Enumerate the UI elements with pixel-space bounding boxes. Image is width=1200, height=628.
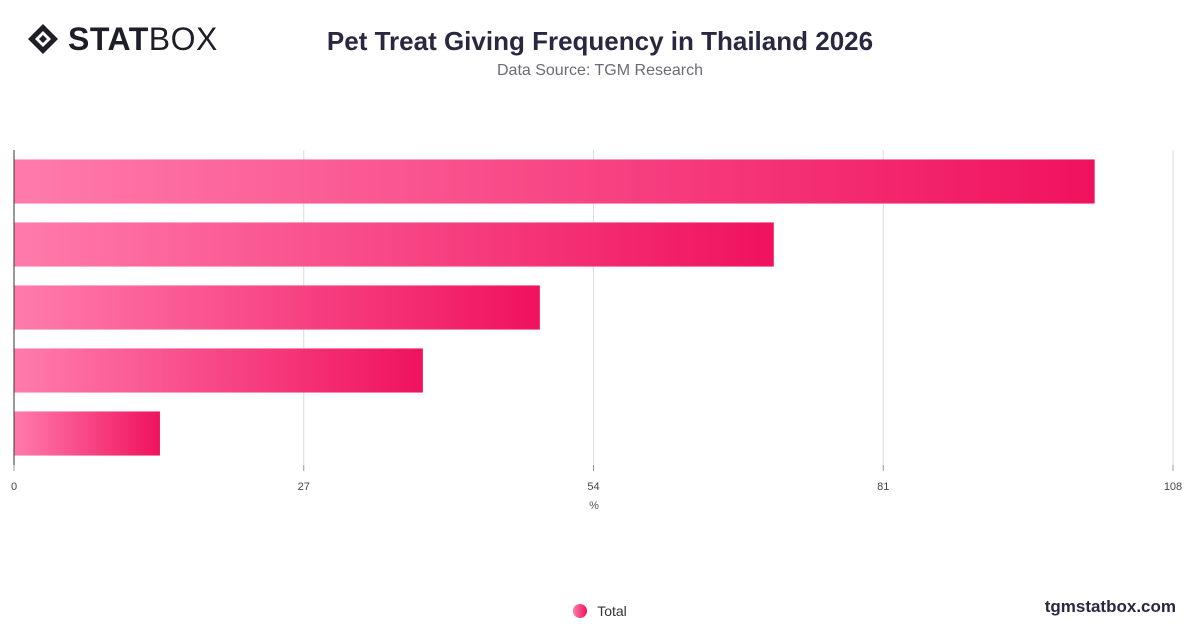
logo-wordmark-light: BOX <box>148 21 218 57</box>
x-tick-label: 0 <box>11 481 17 493</box>
bar-2[interactable] <box>14 222 774 267</box>
bars <box>14 159 1095 456</box>
statbox-diamond-icon <box>28 24 58 54</box>
legend-label-total: Total <box>597 603 627 619</box>
bar-5[interactable] <box>14 411 160 456</box>
bar-1[interactable] <box>14 159 1095 204</box>
x-tick-label: 54 <box>587 481 599 493</box>
legend-marker <box>573 604 588 618</box>
statbox-logo: STATBOX <box>26 22 218 56</box>
legend[interactable]: Total <box>0 603 1200 619</box>
chart-subtitle: Data Source: TGM Research <box>496 62 703 79</box>
logo-wordmark: STATBOX <box>68 23 218 55</box>
bar-chart: 0 27 54 81 108 % <box>11 150 1182 512</box>
bar-4[interactable] <box>14 348 423 393</box>
logo-wordmark-bold: STAT <box>68 21 149 57</box>
chart-title: Pet Treat Giving Frequency in Thailand 2… <box>326 26 874 56</box>
x-tick-label: 81 <box>877 481 889 493</box>
x-tick-label: 27 <box>298 481 310 493</box>
watermark: tgmstatbox.com <box>1044 597 1176 616</box>
bar-3[interactable] <box>14 285 540 330</box>
x-axis: 0 27 54 81 108 <box>11 150 1182 493</box>
x-axis-label: % <box>589 500 599 512</box>
x-tick-label: 108 <box>1164 481 1182 493</box>
